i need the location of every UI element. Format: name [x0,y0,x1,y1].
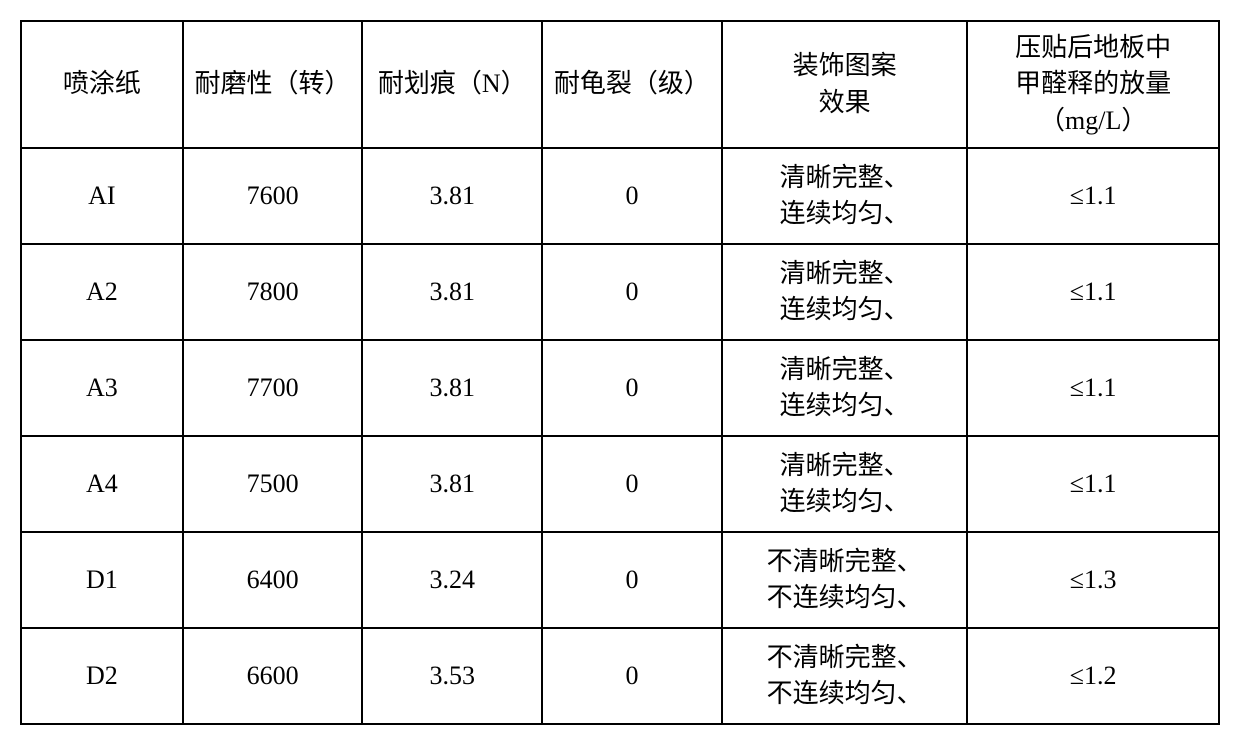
table-cell: ≤1.1 [967,340,1219,436]
table-row: A475003.810清晰完整、连续均匀、≤1.1 [21,436,1219,532]
table-cell: 清晰完整、连续均匀、 [722,340,968,436]
table-cell: 6400 [183,532,363,628]
table-header-row: 喷涂纸 耐磨性（转） 耐划痕（N） 耐龟裂（级） 装饰图案效果 压贴后地板中甲醛… [21,21,1219,148]
table-cell: A3 [21,340,183,436]
table-cell: 3.81 [362,340,542,436]
table-cell: ≤1.1 [967,148,1219,244]
table-cell: 3.24 [362,532,542,628]
col-header: 耐龟裂（级） [542,21,722,148]
table-cell: 不清晰完整、不连续均匀、 [722,532,968,628]
table-cell: A2 [21,244,183,340]
col-header: 装饰图案效果 [722,21,968,148]
table-cell: 不清晰完整、不连续均匀、 [722,628,968,724]
table-cell: 清晰完整、连续均匀、 [722,436,968,532]
table-cell: 7500 [183,436,363,532]
table-cell: 7600 [183,148,363,244]
table-cell: 3.53 [362,628,542,724]
table-row: D164003.240不清晰完整、不连续均匀、≤1.3 [21,532,1219,628]
table-cell: AI [21,148,183,244]
table-row: A377003.810清晰完整、连续均匀、≤1.1 [21,340,1219,436]
col-header: 耐磨性（转） [183,21,363,148]
table-cell: ≤1.1 [967,436,1219,532]
table-cell: 3.81 [362,148,542,244]
table-cell: 清晰完整、连续均匀、 [722,148,968,244]
table-cell: 6600 [183,628,363,724]
table-row: A278003.810清晰完整、连续均匀、≤1.1 [21,244,1219,340]
data-table: 喷涂纸 耐磨性（转） 耐划痕（N） 耐龟裂（级） 装饰图案效果 压贴后地板中甲醛… [20,20,1220,725]
table-cell: 0 [542,148,722,244]
table-cell: 3.81 [362,436,542,532]
table-cell: ≤1.1 [967,244,1219,340]
table-row: AI76003.810清晰完整、连续均匀、≤1.1 [21,148,1219,244]
col-header: 耐划痕（N） [362,21,542,148]
table-body: AI76003.810清晰完整、连续均匀、≤1.1A278003.810清晰完整… [21,148,1219,724]
table-cell: 7800 [183,244,363,340]
table-cell: 0 [542,532,722,628]
table-cell: 0 [542,340,722,436]
table-cell: 3.81 [362,244,542,340]
table-cell: D2 [21,628,183,724]
table-cell: 清晰完整、连续均匀、 [722,244,968,340]
table-cell: 7700 [183,340,363,436]
col-header: 喷涂纸 [21,21,183,148]
table-cell: 0 [542,244,722,340]
table-cell: D1 [21,532,183,628]
table-cell: ≤1.3 [967,532,1219,628]
table-cell: A4 [21,436,183,532]
table-cell: ≤1.2 [967,628,1219,724]
table-row: D266003.530不清晰完整、不连续均匀、≤1.2 [21,628,1219,724]
col-header: 压贴后地板中甲醛释的放量（mg/L） [967,21,1219,148]
table-cell: 0 [542,436,722,532]
table-cell: 0 [542,628,722,724]
